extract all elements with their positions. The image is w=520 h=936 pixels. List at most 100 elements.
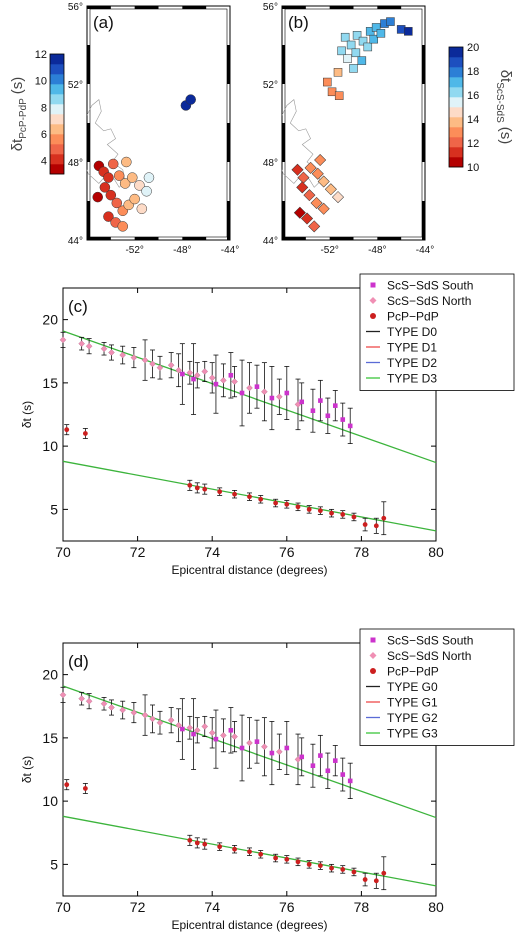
frame-bar [282, 123, 285, 162]
data-point [187, 837, 193, 843]
colorbar-title-main: δt [9, 138, 26, 151]
map-point [105, 189, 117, 201]
data-point [254, 384, 260, 389]
data-point [284, 501, 290, 507]
data-point [108, 349, 115, 356]
frame-bar [422, 201, 425, 240]
map-point [314, 154, 327, 167]
map-point [117, 221, 128, 232]
data-point [149, 715, 156, 723]
legend-label: PcP−PdP [387, 665, 439, 679]
colorbar-cell [449, 157, 463, 168]
colorbar-cell [449, 57, 463, 68]
data-point [187, 482, 193, 488]
colorbar-title-main: δt [497, 70, 514, 83]
data-point [202, 486, 208, 492]
data-point [231, 733, 238, 740]
frame-bar [227, 201, 230, 240]
colorbar-tick-label: 8 [41, 102, 47, 114]
data-point [332, 758, 338, 763]
map-point [346, 40, 356, 50]
frame-bar [422, 45, 425, 84]
lat-tick-label: 48° [263, 158, 278, 169]
data-point [167, 716, 175, 724]
data-point [318, 398, 323, 403]
data-point [186, 724, 194, 732]
frame-bar [377, 6, 402, 9]
colorbar-cell [50, 164, 64, 175]
data-point [340, 512, 346, 517]
data-point [299, 754, 305, 760]
map-point [311, 167, 324, 180]
legend-key-circle [370, 668, 376, 674]
x-axis-label: Epicentral distance (degrees) [171, 563, 327, 577]
legend-label: TYPE D0 [387, 325, 437, 339]
map-point [352, 31, 362, 40]
data-point [254, 739, 260, 744]
legend-label: TYPE G3 [387, 727, 438, 741]
data-point [317, 508, 323, 514]
data-point [340, 417, 346, 422]
x-tick-label: 76 [279, 899, 295, 915]
data-point [261, 743, 268, 751]
colorbar-cell [449, 117, 463, 128]
x-tick-label: 74 [204, 899, 220, 915]
legend-key-diamond [369, 297, 377, 304]
data-point [362, 522, 368, 527]
data-point [329, 510, 334, 516]
map-panel-a: (a) 56° 52° 48° 44° -52° -48° -44° 12 10 8 6 4 δtPcP-… [9, 2, 239, 256]
data-point [85, 697, 93, 705]
data-point [228, 372, 234, 378]
lon-tick-label: -48° [173, 245, 191, 256]
data-point [373, 523, 379, 529]
map-point [296, 181, 309, 194]
colorbar-cell [50, 144, 64, 155]
data-point [232, 846, 237, 852]
map-point [293, 206, 306, 219]
map-point [334, 91, 344, 100]
y-axis-label: δt (s) [20, 401, 34, 428]
chart-panel-1: 70 72 74 76 78 80 5 10 15 20 (d) Epicentral distanc… [20, 628, 515, 932]
data-point [64, 782, 70, 788]
data-point [340, 867, 346, 872]
map-point [111, 197, 123, 209]
colorbar-cell [50, 154, 64, 165]
x-tick-label: 70 [55, 544, 71, 560]
data-point [362, 877, 368, 882]
colorbar-cell [50, 84, 64, 95]
legend-label: TYPE G2 [387, 711, 438, 725]
data-point [149, 360, 156, 368]
y-axis-label-group: δt (s) [20, 756, 34, 783]
map-point [371, 23, 381, 32]
x-tick-label: 78 [354, 544, 370, 560]
x-tick-label: 80 [428, 544, 444, 560]
lat-tick-label: 44° [68, 236, 83, 247]
frame-bar [182, 6, 207, 9]
map-point [129, 193, 140, 205]
data-point [373, 878, 379, 884]
colorbar-tick-label: 20 [467, 42, 479, 54]
map-point [141, 186, 152, 197]
data-point [381, 870, 387, 876]
colorbar-title: δtPcP-PdP (s) [9, 77, 29, 152]
data-point [269, 395, 275, 401]
data-point [78, 340, 85, 347]
data-point [108, 704, 115, 711]
legend-label: PcP−PdP [387, 310, 439, 324]
data-point [82, 786, 88, 791]
colorbar-cell [50, 104, 64, 115]
map-point [291, 163, 304, 176]
data-point [284, 390, 290, 396]
x-tick-label: 74 [204, 544, 220, 560]
map-point [317, 175, 330, 188]
data-point [340, 772, 346, 777]
colorbar-cell [449, 147, 463, 158]
map-point [304, 161, 317, 174]
y-axis-label-group: δt (s) [20, 401, 34, 428]
data-point [239, 390, 245, 396]
frame-bar [329, 6, 354, 9]
map-point [358, 36, 368, 46]
data-point [130, 709, 138, 716]
colorbar-cell [449, 137, 463, 148]
